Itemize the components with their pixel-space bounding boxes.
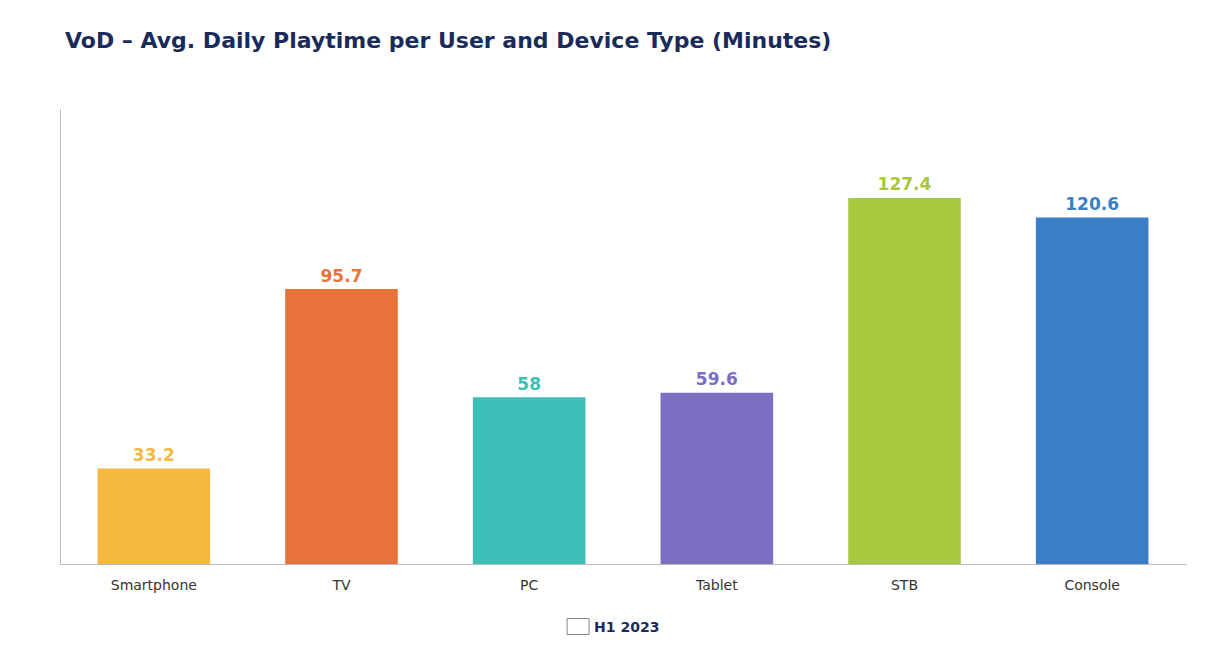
svg-text:58: 58 [517,374,541,394]
svg-text:H1 2023: H1 2023 [594,619,659,635]
svg-text:59.6: 59.6 [696,369,738,389]
svg-text:95.7: 95.7 [321,266,363,286]
svg-text:STB: STB [891,577,918,593]
svg-text:Tablet: Tablet [695,577,738,593]
svg-text:PC: PC [520,577,538,593]
svg-text:Smartphone: Smartphone [111,577,197,593]
svg-text:120.6: 120.6 [1065,194,1119,214]
svg-text:VoD – Avg. Daily Playtime per: VoD – Avg. Daily Playtime per User and D… [65,28,831,53]
svg-text:Console: Console [1064,577,1120,593]
svg-text:127.4: 127.4 [878,174,932,194]
svg-text:TV: TV [331,577,351,593]
svg-text:33.2: 33.2 [133,445,175,465]
